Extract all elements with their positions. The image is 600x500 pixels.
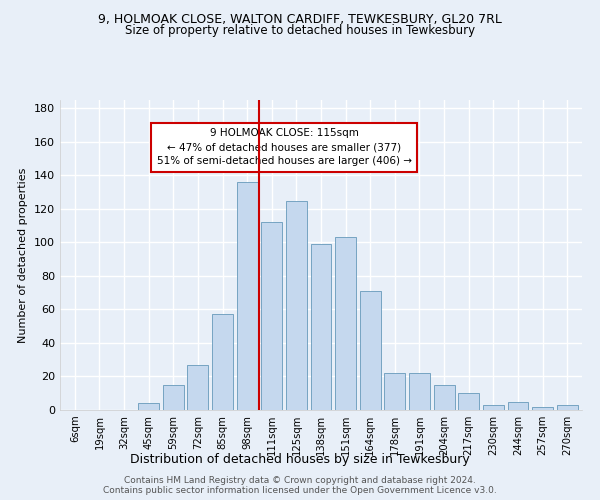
Text: 9, HOLMOAK CLOSE, WALTON CARDIFF, TEWKESBURY, GL20 7RL: 9, HOLMOAK CLOSE, WALTON CARDIFF, TEWKES… <box>98 12 502 26</box>
Bar <box>508 402 529 410</box>
Bar <box>557 405 578 410</box>
Bar <box>212 314 233 410</box>
Text: Size of property relative to detached houses in Tewkesbury: Size of property relative to detached ho… <box>125 24 475 37</box>
Text: Distribution of detached houses by size in Tewkesbury: Distribution of detached houses by size … <box>130 452 470 466</box>
Bar <box>236 182 257 410</box>
Bar <box>261 222 282 410</box>
Bar <box>286 200 307 410</box>
Y-axis label: Number of detached properties: Number of detached properties <box>19 168 28 342</box>
Bar <box>311 244 331 410</box>
Bar <box>335 238 356 410</box>
Text: Contains HM Land Registry data © Crown copyright and database right 2024.
Contai: Contains HM Land Registry data © Crown c… <box>103 476 497 495</box>
Bar <box>458 393 479 410</box>
Bar <box>483 405 504 410</box>
Bar <box>385 373 406 410</box>
Text: 9 HOLMOAK CLOSE: 115sqm
← 47% of detached houses are smaller (377)
51% of semi-d: 9 HOLMOAK CLOSE: 115sqm ← 47% of detache… <box>157 128 412 166</box>
Bar <box>360 291 381 410</box>
Bar <box>163 385 184 410</box>
Bar <box>532 406 553 410</box>
Bar <box>409 373 430 410</box>
Bar <box>187 365 208 410</box>
Bar <box>138 404 159 410</box>
Bar <box>434 385 455 410</box>
